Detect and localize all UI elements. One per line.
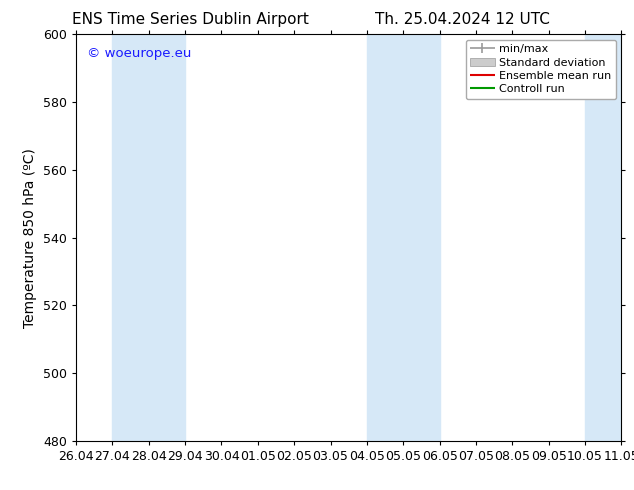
Text: Th. 25.04.2024 12 UTC: Th. 25.04.2024 12 UTC: [375, 12, 550, 27]
Bar: [367, 34, 439, 441]
Y-axis label: Temperature 850 hPa (ºC): Temperature 850 hPa (ºC): [23, 147, 37, 328]
Text: © woeurope.eu: © woeurope.eu: [87, 47, 191, 59]
Legend: min/max, Standard deviation, Ensemble mean run, Controll run: min/max, Standard deviation, Ensemble me…: [466, 40, 616, 99]
Bar: [585, 34, 621, 441]
Bar: [112, 34, 185, 441]
Text: ENS Time Series Dublin Airport: ENS Time Series Dublin Airport: [72, 12, 309, 27]
